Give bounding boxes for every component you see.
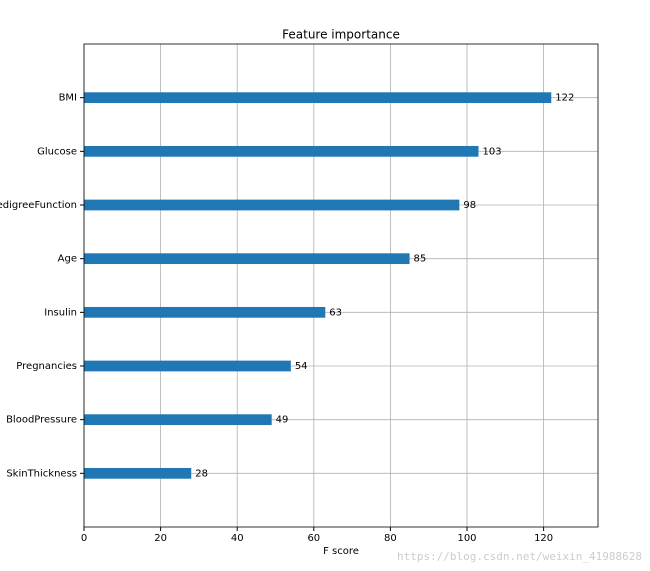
bar <box>84 92 552 104</box>
y-tick-label: SkinThickness <box>6 468 77 479</box>
bar <box>84 199 460 211</box>
value-label: 103 <box>483 146 502 157</box>
y-tick-label: BMI <box>59 93 77 104</box>
bar <box>84 145 479 157</box>
x-tick-label: 80 <box>384 533 397 544</box>
value-label: 63 <box>329 307 342 318</box>
x-tick-label: 40 <box>231 533 244 544</box>
bar <box>84 306 326 318</box>
x-axis-label: F score <box>323 546 359 557</box>
chart-title: Feature importance <box>282 28 400 42</box>
y-tick-label: BloodPressure <box>6 415 77 426</box>
x-tick-label: 120 <box>534 533 553 544</box>
y-tick-label: Age <box>58 254 77 265</box>
y-tick-label: Insulin <box>44 307 77 318</box>
value-label: 122 <box>555 93 574 104</box>
value-label: 98 <box>463 200 476 211</box>
x-tick-label: 0 <box>81 533 87 544</box>
bar <box>84 414 272 426</box>
plot-frame <box>83 43 599 528</box>
y-tick-label: Pregnancies <box>16 361 77 372</box>
value-label: 85 <box>414 254 427 265</box>
value-label: 49 <box>276 415 289 426</box>
x-tick-label: 60 <box>307 533 320 544</box>
value-label: 54 <box>295 361 308 372</box>
value-label: 28 <box>195 468 208 479</box>
watermark: https://blog.csdn.net/weixin_41988628 <box>397 550 642 563</box>
bar <box>84 360 291 372</box>
x-tick-label: 20 <box>154 533 167 544</box>
bar <box>84 467 192 479</box>
y-tick-label: DiabetesPedigreeFunction <box>0 200 77 211</box>
bar <box>84 253 410 265</box>
x-tick-label: 100 <box>457 533 476 544</box>
y-tick-label: Glucose <box>37 146 77 157</box>
